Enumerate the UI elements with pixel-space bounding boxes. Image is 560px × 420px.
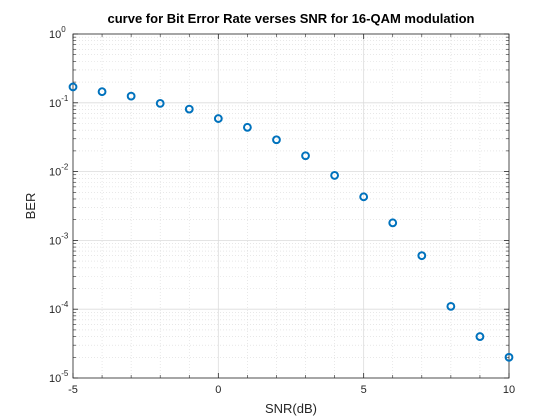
x-tick-label: 10: [503, 384, 515, 396]
data-point: [504, 352, 514, 362]
data-point: [97, 87, 107, 97]
x-axis-label: SNR(dB): [265, 401, 317, 416]
y-tick-label: 10-5: [49, 369, 69, 385]
y-tick-labels: 10-5 10-4 10-3 10-2 10-1 100: [49, 25, 69, 385]
x-tick-label: 5: [361, 384, 367, 396]
data-point: [388, 218, 398, 228]
axes-box: [72, 33, 510, 379]
data-point: [155, 99, 165, 108]
x-tick-label: 0: [215, 384, 221, 396]
chart-title: curve for Bit Error Rate verses SNR for …: [108, 11, 475, 26]
axis-ticks: [72, 33, 510, 379]
data-point: [68, 82, 78, 92]
y-tick-label: 10-1: [49, 94, 69, 110]
x-tick-labels: -5 0 5 10: [68, 384, 515, 396]
data-point: [446, 301, 456, 311]
x-tick-label: -5: [68, 384, 78, 396]
data-point: [184, 104, 194, 114]
data-point: [417, 251, 427, 261]
data-point: [301, 151, 310, 161]
plot-area: [73, 34, 509, 378]
data-point: [213, 114, 223, 123]
data-point: [272, 135, 281, 145]
data-markers: [68, 82, 514, 362]
data-point: [359, 192, 369, 202]
y-tick-label: 100: [49, 25, 66, 41]
data-point: [243, 122, 252, 132]
data-point: [475, 332, 485, 341]
y-tick-label: 10-2: [49, 163, 69, 179]
minor-grid: [73, 34, 509, 378]
data-point: [126, 91, 136, 101]
y-tick-label: 10-4: [49, 300, 69, 316]
y-axis-label: BER: [23, 193, 38, 220]
data-point: [330, 171, 340, 180]
y-tick-label: 10-3: [49, 231, 69, 247]
